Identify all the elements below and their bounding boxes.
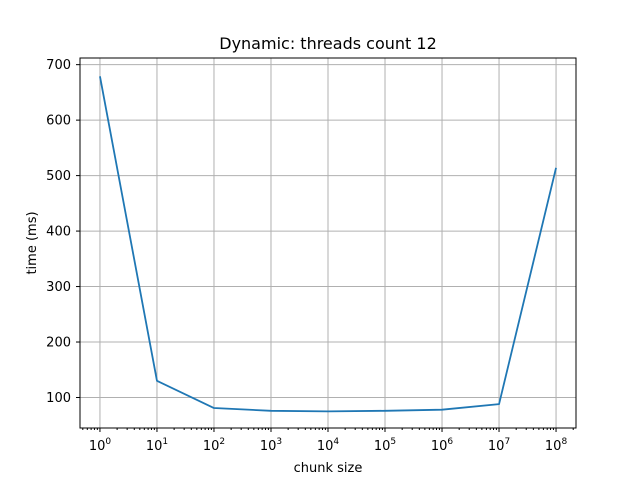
y-tick-label: 500 (46, 169, 71, 184)
y-tick-label: 100 (46, 391, 71, 406)
y-tick-label: 200 (46, 336, 71, 351)
grid-lines (80, 58, 576, 428)
x-tick-label: 106 (431, 437, 454, 454)
x-tick-label: 102 (203, 437, 225, 454)
series-layer (99, 76, 557, 413)
x-tick-label: 103 (260, 437, 282, 454)
series-line (99, 76, 557, 413)
y-tick-label: 600 (46, 114, 71, 129)
y-tick-label: 700 (46, 58, 71, 73)
tick-labels: 100 101 102 103 104 105 106 107 108 100 200 300 400 5… (46, 58, 567, 454)
axis-ticks (76, 64, 574, 432)
x-tick-label: 108 (545, 437, 568, 454)
chart-title: Dynamic: threads count 12 (219, 34, 437, 53)
y-axis-label: time (ms) (25, 211, 40, 274)
x-tick-label: 100 (89, 437, 112, 454)
x-tick-label: 101 (146, 437, 168, 454)
y-tick-label: 400 (46, 225, 71, 240)
x-tick-label: 105 (374, 437, 396, 454)
x-tick-label: 107 (488, 437, 510, 454)
y-tick-label: 300 (46, 280, 71, 295)
x-axis-label: chunk size (294, 461, 363, 476)
x-tick-label: 104 (317, 437, 340, 454)
